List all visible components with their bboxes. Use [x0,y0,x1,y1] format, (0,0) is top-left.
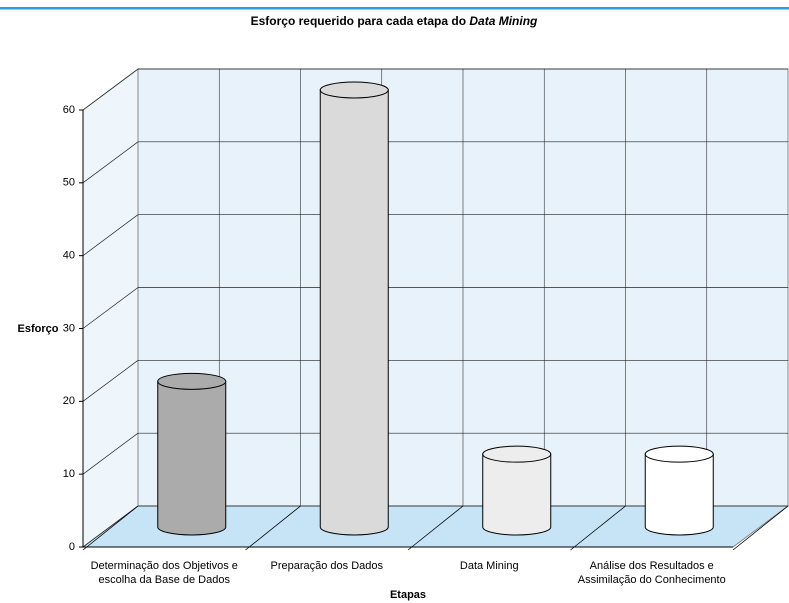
cylinder-body [482,453,552,536]
x-tick [245,505,301,551]
top-rule [0,7,789,10]
y-tick-label: 0 [69,541,75,553]
title-text: Esforço requerido para cada etapa do [251,14,466,28]
title-emphasis: Data Mining [469,14,538,28]
grid-line [82,141,139,184]
chart-title: Esforço requerido para cada etapa do Dat… [251,14,538,28]
cylinder-body [319,89,389,536]
x-tick-label: Assimilação do Conhecimento [578,574,726,586]
grid-line [82,287,139,329]
x-tick [570,505,626,551]
grid-line [82,214,139,256]
y-tick-label: 20 [63,395,75,407]
y-tick-label: 30 [63,322,75,334]
grid-line [82,360,139,402]
x-tick-label: Análise dos Resultados e [590,560,714,572]
x-tick [407,505,464,551]
y-axis-label: Esforço [18,323,59,335]
x-tick-label: Determinação dos Objetivos e [91,560,238,572]
grid-line [82,68,139,111]
x-tick-label: Data Mining [460,560,519,572]
y-tick-label: 10 [63,468,75,480]
y-tick-label: 40 [63,250,75,262]
cylinder-body [157,380,227,536]
cylinder-top [482,445,552,463]
x-tick-label: escolha da Base de Dados [99,574,231,586]
x-tick [732,505,789,551]
y-tick-label: 50 [63,177,75,189]
x-axis-label: Etapas [390,589,426,601]
x-tick-label: Preparação dos Dados [270,560,383,572]
plot: 0 10 20 30 40 50 60 Determinação dos Objetivos … [63,68,789,586]
cylinder-top [319,81,389,99]
y-tick-label: 60 [63,104,75,116]
grid-line [82,432,139,475]
cylinder-top [157,372,227,390]
x-tick [82,505,139,551]
cylinder-body [644,453,714,536]
cylinder-top [644,445,714,463]
